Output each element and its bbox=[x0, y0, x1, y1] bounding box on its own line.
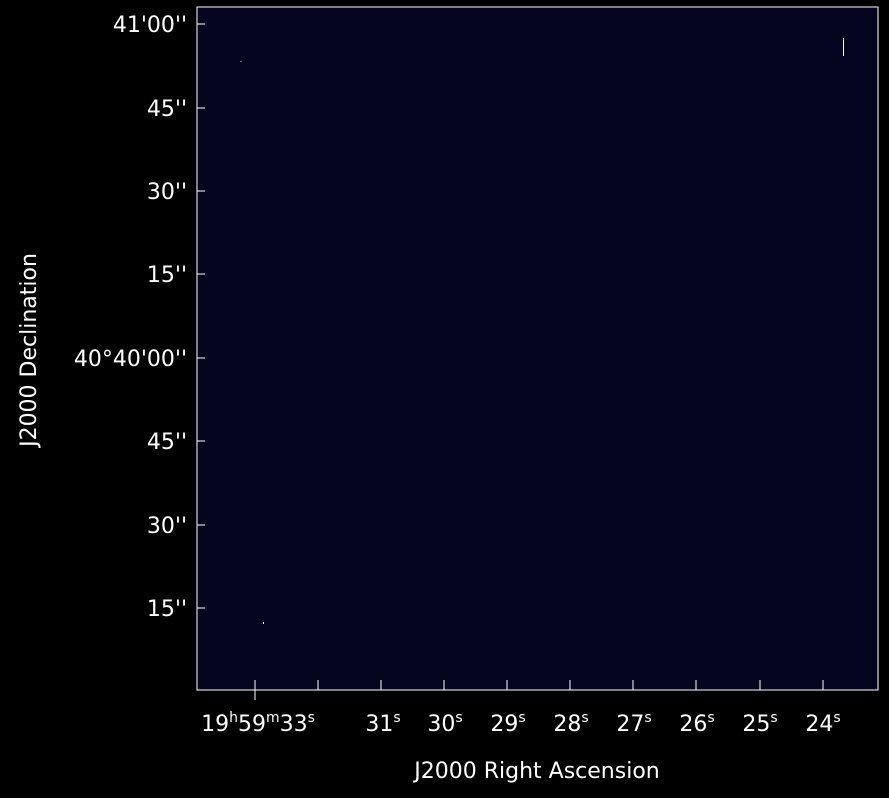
y-tick-label: 41'00'' bbox=[113, 13, 187, 38]
y-tick-label: 15'' bbox=[147, 597, 187, 622]
y-tick-label: 30'' bbox=[147, 514, 187, 539]
x-tick-label: 24s bbox=[805, 710, 840, 737]
x-tick-label: 30s bbox=[427, 710, 462, 737]
x-tick-label: 25s bbox=[742, 710, 777, 737]
image-pixel-blue bbox=[240, 61, 242, 62]
x-tick-label: 29s bbox=[490, 710, 525, 737]
image-panel[interactable] bbox=[197, 7, 878, 690]
x-tick-label: 19h59m33s bbox=[201, 710, 315, 737]
plot-frame bbox=[196, 6, 879, 691]
x-tick-label: 31s bbox=[365, 710, 400, 737]
y-tick-label: 30'' bbox=[147, 180, 187, 205]
x-axis-tick-labels: 19h59m33s 31s 30s 29s 28s 27s 26s 25s 24s bbox=[201, 710, 841, 737]
y-tick-label: 15'' bbox=[147, 263, 187, 288]
x-axis-label: J2000 Right Ascension bbox=[412, 759, 659, 784]
y-axis-ticks bbox=[197, 23, 205, 609]
x-axis-ticks bbox=[254, 680, 824, 700]
x-tick-label: 27s bbox=[616, 710, 651, 737]
y-tick-label: 45'' bbox=[147, 430, 187, 455]
image-pixel-white bbox=[263, 622, 264, 624]
x-tick-label: 26s bbox=[679, 710, 714, 737]
y-tick-label: 45'' bbox=[147, 97, 187, 122]
x-tick-label: 28s bbox=[553, 710, 588, 737]
image-pixel-streak bbox=[843, 38, 844, 56]
y-axis-tick-labels: 41'00'' 45'' 30'' 15'' 40°40'00'' 45'' 30'' 15'… bbox=[74, 13, 187, 622]
y-tick-label: 40°40'00'' bbox=[74, 347, 187, 372]
y-axis-label: J2000 Declination bbox=[17, 253, 42, 449]
